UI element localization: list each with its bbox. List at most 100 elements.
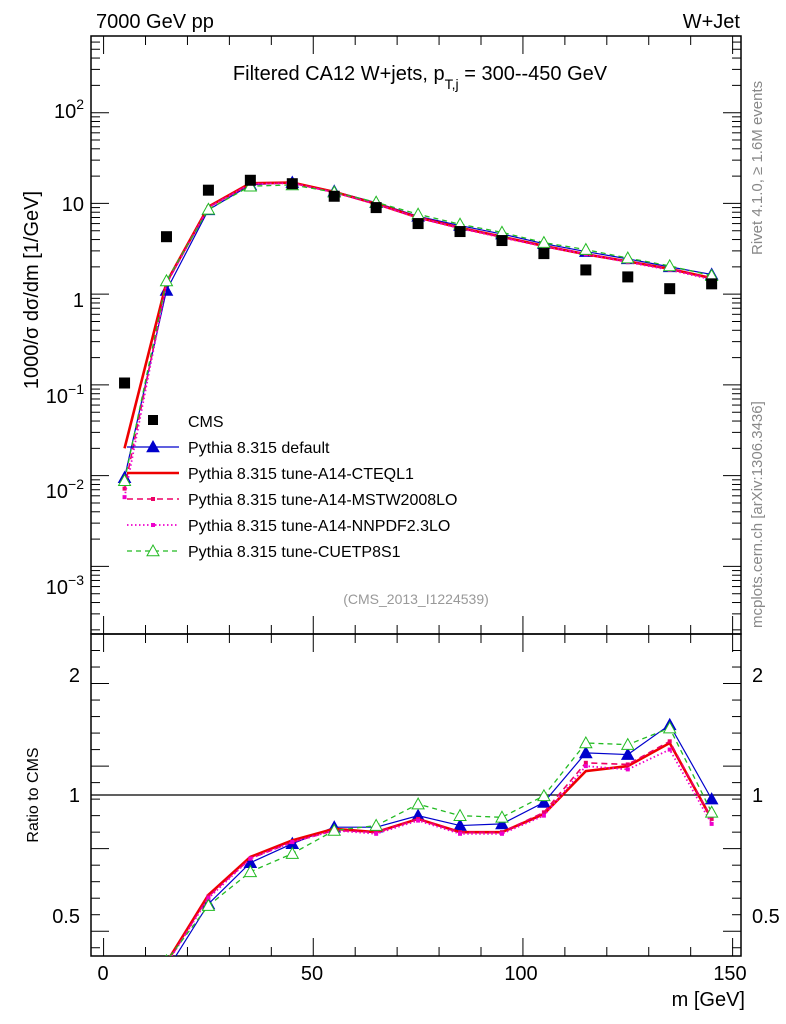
ratio-point-2	[667, 739, 672, 744]
legend-marker-3	[151, 523, 155, 527]
legend-entry-1: Pythia 8.315 tune-A14-CTEQL1	[127, 466, 414, 483]
ratio-point-2	[625, 762, 630, 767]
legend-label-1: Pythia 8.315 tune-A14-CTEQL1	[188, 466, 414, 483]
legend-marker-data	[148, 415, 158, 425]
legend-entry-0: Pythia 8.315 default	[127, 439, 330, 457]
ratio-y-axis-label: Ratio to CMS	[25, 747, 42, 842]
y-tick-label-0.1: 10−1	[46, 381, 84, 408]
x-tick-label-50: 50	[301, 963, 323, 985]
legend-label-4: Pythia 8.315 tune-CUETP8S1	[188, 544, 401, 561]
y-tick-label-0.01: 10−2	[46, 476, 84, 503]
ratio-point-2	[709, 816, 714, 821]
ratio-tick-label-1-left: 1	[69, 785, 80, 807]
ratio-point-3	[416, 818, 421, 823]
ratio-point-2	[583, 760, 588, 765]
ratio-line-4	[169, 727, 713, 956]
series-point-4	[662, 258, 677, 272]
ratio-tick-label-2-right: 2	[752, 665, 763, 687]
ratio-point-4	[495, 810, 509, 823]
ratio-point-4	[369, 818, 384, 831]
ratio-point-0	[495, 816, 509, 830]
legend-entry-data: CMS	[148, 414, 224, 431]
ratio-point-0	[704, 792, 719, 805]
data-point	[119, 377, 131, 389]
ratio-point-3	[164, 962, 168, 966]
ratio-point-3	[458, 831, 463, 836]
series-point-4	[620, 251, 635, 264]
ratio-point-3	[248, 856, 253, 861]
ratio-series-layer	[119, 717, 719, 1005]
ratio-point-4	[119, 994, 131, 1005]
ratio-point-2	[541, 810, 546, 815]
legend-series-entries: Pythia 8.315 default Pythia 8.315 tune-A1…	[127, 439, 457, 561]
legend-entry-3: Pythia 8.315 tune-A14-NNPDF2.3LO	[127, 518, 450, 535]
x-tick-label-150: 150	[713, 963, 746, 985]
series-point-4	[411, 207, 425, 220]
series-line-4	[123, 184, 712, 481]
y-axis-label: 1000/σ dσ/dm [1/GeV]	[21, 191, 43, 389]
ratio-point-0	[160, 965, 172, 976]
x-tick-label-100: 100	[504, 963, 537, 985]
ratio-point-4	[243, 864, 258, 878]
series-point-4	[117, 473, 132, 487]
legend-entry-2: Pythia 8.315 tune-A14-MSTW2008LO	[127, 492, 457, 509]
series-point-4	[578, 242, 593, 255]
ratio-tick-label-0.5-right: 0.5	[752, 906, 780, 928]
legend-label-0: Pythia 8.315 default	[188, 440, 330, 457]
data-point	[454, 226, 466, 238]
ratio-tick-labels: 2 1 0.5 2 1 0.5	[52, 665, 780, 928]
data-point	[370, 202, 382, 214]
series-point-4	[201, 202, 216, 215]
ratio-point-4	[201, 898, 216, 911]
data-point	[538, 248, 550, 260]
legend-marker-0	[146, 439, 160, 453]
ratio-point-3	[709, 821, 714, 826]
chart-title: Filtered CA12 W+jets, pT,j = 300--450 Ge…	[233, 63, 608, 92]
data-point	[622, 271, 634, 283]
legend-label-data: CMS	[188, 414, 224, 431]
legend-marker-4	[146, 543, 160, 557]
header-left-label: 7000 GeV pp	[96, 11, 214, 33]
data-point	[286, 178, 298, 190]
ratio-point-3	[625, 767, 630, 772]
ratio-point-2	[123, 1000, 127, 1004]
legend-marker-2	[151, 497, 155, 501]
ratio-point-4	[285, 846, 300, 859]
ratio-tick-label-0.5-left: 0.5	[52, 906, 80, 928]
ratio-point-4	[704, 805, 719, 818]
y-tick-label-10: 10	[62, 194, 84, 216]
series-point-3	[122, 495, 127, 500]
ratio-point-3	[374, 831, 379, 836]
ratio-point-3	[206, 896, 211, 901]
data-point	[244, 174, 256, 186]
ratio-point-3	[541, 813, 546, 818]
ratio-point-4	[662, 721, 677, 734]
rivet-label: Rivet 4.1.0, ≥ 1.6M events	[749, 81, 766, 255]
ratio-line-1	[169, 741, 713, 956]
ratio-point-4	[620, 737, 635, 750]
data-point	[664, 283, 676, 295]
y-tick-label-100: 102	[54, 96, 84, 123]
ratio-tick-label-1-right: 1	[752, 785, 763, 807]
main-series-layer	[117, 174, 719, 500]
data-point	[412, 218, 424, 230]
y-tick-label-0.001: 10−3	[46, 572, 84, 599]
y-tick-label-1: 1	[73, 290, 84, 312]
ratio-point-3	[667, 747, 672, 752]
data-point	[496, 235, 508, 247]
axis-ticks	[91, 35, 741, 956]
ratio-line-2	[170, 740, 713, 956]
ratio-point-0	[578, 745, 593, 759]
ratio-point-0	[119, 993, 131, 1004]
header-right-label: W+Jet	[683, 11, 741, 33]
ratio-point-2	[164, 962, 168, 966]
ratio-point-4	[327, 823, 342, 836]
ratio-point-4	[165, 953, 168, 956]
legend-label-2: Pythia 8.315 tune-A14-MSTW2008LO	[188, 492, 457, 509]
x-tick-label-0: 0	[97, 963, 108, 985]
mcplots-label: mcplots.cern.ch [arXiv:1306.3436]	[749, 401, 766, 628]
ratio-point-0	[537, 795, 551, 808]
data-point	[160, 231, 172, 243]
legend-entry-4: Pythia 8.315 tune-CUETP8S1	[127, 543, 401, 561]
